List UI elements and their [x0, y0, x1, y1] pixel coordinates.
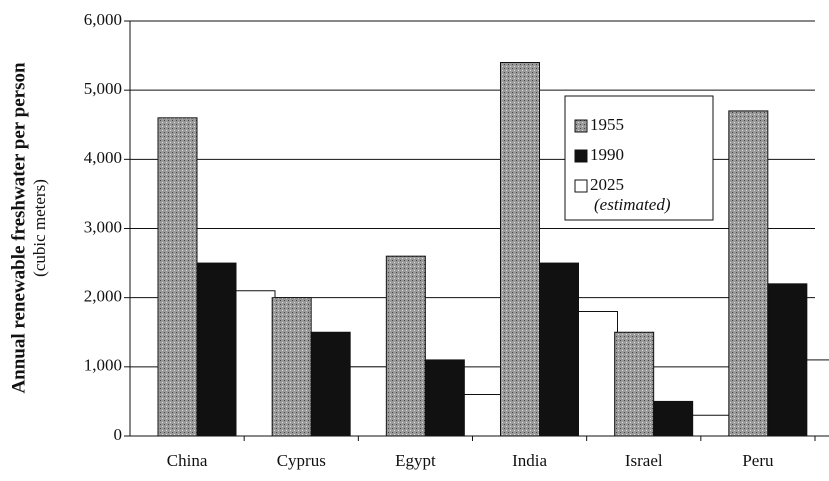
- bar: [196, 262, 237, 437]
- bar: [271, 297, 312, 437]
- y-tick-label: 4,000: [84, 148, 122, 167]
- x-tick-label: Peru: [742, 451, 774, 470]
- bar: [424, 359, 465, 437]
- bar: [728, 110, 769, 437]
- bar: [692, 414, 733, 437]
- legend-box: [564, 95, 714, 221]
- legend-label: 1955: [590, 115, 624, 134]
- bar: [310, 331, 351, 437]
- y-tick-label: 5,000: [84, 79, 122, 98]
- bar: [614, 331, 655, 437]
- bar: [157, 117, 198, 437]
- legend-swatch: [574, 119, 588, 133]
- bar: [235, 290, 276, 437]
- legend-note: (estimated): [594, 195, 671, 214]
- bar: [463, 394, 504, 437]
- y-tick-label: 0: [114, 425, 123, 444]
- y-tick-label: 3,000: [84, 217, 122, 236]
- bar: [349, 366, 390, 437]
- x-tick-label: China: [167, 451, 208, 470]
- bar: [578, 311, 618, 437]
- x-tick-label: Egypt: [395, 451, 436, 470]
- bar: [539, 262, 579, 437]
- bar: [767, 283, 808, 437]
- x-tick-label: Cyprus: [277, 451, 326, 470]
- legend-label: 1990: [590, 145, 624, 164]
- y-tick-label: 1,000: [84, 356, 122, 375]
- x-tick-label: India: [512, 451, 547, 470]
- bar: [653, 400, 694, 437]
- x-tick-label: Israel: [625, 451, 663, 470]
- y-axis-sublabel: (cubic meters): [30, 179, 49, 277]
- bar: [806, 359, 829, 437]
- legend-swatch: [574, 149, 588, 163]
- y-tick-label: 2,000: [84, 287, 122, 306]
- y-tick-label: 6,000: [84, 10, 122, 29]
- bar: [385, 255, 426, 437]
- legend-swatch: [574, 179, 588, 193]
- legend-label: 2025: [590, 175, 624, 194]
- y-axis-label: Annual renewable freshwater per person: [8, 62, 29, 394]
- bar: [500, 62, 540, 437]
